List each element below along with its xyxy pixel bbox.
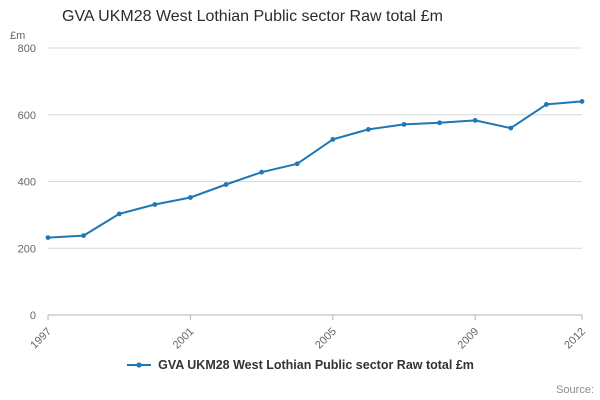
svg-text:400: 400 bbox=[18, 177, 36, 189]
legend-item[interactable]: GVA UKM28 West Lothian Public sector Raw… bbox=[0, 358, 600, 372]
svg-text:2005: 2005 bbox=[313, 326, 339, 350]
y-axis-unit-label: £m bbox=[10, 30, 26, 42]
line-chart-plot: 0 200 400 600 800 1997 2001 2005 2009 2012 bbox=[18, 43, 588, 350]
svg-text:2009: 2009 bbox=[456, 326, 482, 350]
svg-text:600: 600 bbox=[18, 110, 36, 122]
source-label: Source: bbox=[556, 384, 594, 396]
svg-text:800: 800 bbox=[18, 43, 36, 55]
chart-title: GVA UKM28 West Lothian Public sector Raw… bbox=[62, 8, 443, 25]
svg-text:2012: 2012 bbox=[562, 326, 588, 350]
legend-line-marker-icon bbox=[127, 362, 152, 368]
svg-text:1997: 1997 bbox=[28, 326, 54, 350]
svg-text:0: 0 bbox=[30, 310, 36, 322]
svg-text:200: 200 bbox=[18, 243, 36, 255]
svg-text:2001: 2001 bbox=[171, 326, 197, 350]
legend-label: GVA UKM28 West Lothian Public sector Raw… bbox=[158, 358, 474, 372]
